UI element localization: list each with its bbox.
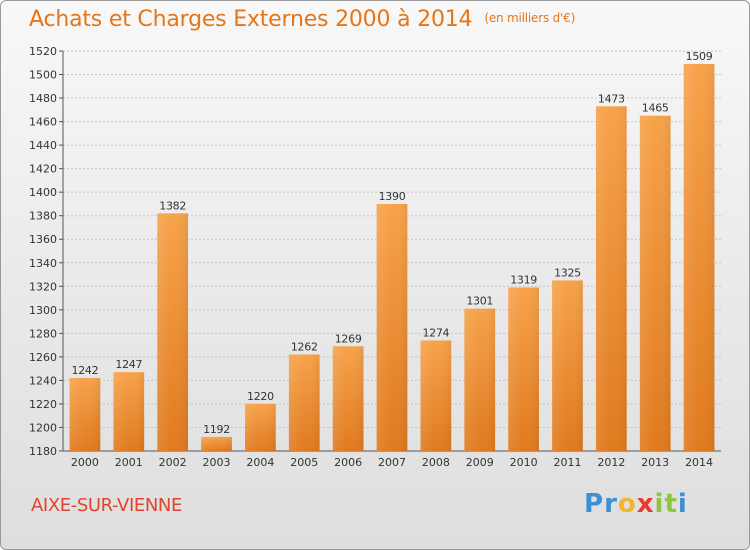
bar-value-label: 1465 [642,102,669,115]
logo-letter: x [636,489,655,519]
bar-value-label: 1390 [379,190,406,203]
bar-shine [157,213,189,451]
x-tick-label: 2002 [159,456,187,469]
x-tick-label: 2003 [203,456,231,469]
bar-shine [69,378,101,451]
bar-shine [420,340,452,451]
x-tick-label: 2006 [334,456,362,469]
y-tick-label: 1500 [29,69,57,82]
bar-shine [683,63,715,452]
logo-letter: r [604,489,618,519]
x-tick-label: 2009 [466,456,494,469]
bar-value-label: 1242 [72,364,99,377]
data-labels: 1242 1247 1382 1192 1220 1262 1269 1390 1274 1301… [72,50,714,436]
bar-value-label: 1473 [598,92,625,105]
y-tick-label: 1400 [29,186,57,199]
y-tick-label: 1200 [29,421,57,434]
y-tick-label: 1420 [29,163,57,176]
logo-letter: o [617,489,637,519]
bar-shine [464,308,496,451]
bar-shine [552,280,583,451]
bar-shine [245,403,276,451]
city-name: AIXE-SUR-VIENNE [31,495,182,516]
bar-shine [595,106,627,451]
x-tick-label: 2007 [378,456,406,469]
bar-value-label: 1509 [686,50,713,63]
bar-value-label: 1382 [159,199,186,212]
chart-subtitle: (en milliers d'€) [484,11,576,25]
proxiti-logo: Proxiti [584,489,688,519]
y-tick-label: 1280 [29,327,57,340]
x-tick-label: 2005 [290,456,318,469]
bar-value-label: 1301 [466,295,493,308]
x-axis: 2000 2001 2002 2003 2004 2005 2006 2007 2008 2009… [71,456,713,469]
y-tick-label: 1360 [29,233,57,246]
y-tick-label: 1220 [29,398,57,411]
bar-value-label: 1192 [203,423,230,436]
logo-letter: i [654,489,665,519]
y-tick-label: 1260 [29,351,57,364]
x-tick-label: 2008 [422,456,450,469]
y-tick-label: 1320 [29,280,57,293]
y-tick-label: 1440 [29,139,57,152]
y-tick-label: 1520 [29,45,57,58]
x-tick-label: 2011 [553,456,581,469]
x-tick-label: 2001 [115,456,143,469]
y-tick-label: 1240 [29,374,57,387]
bars [69,63,715,452]
x-tick-label: 2012 [597,456,625,469]
chart-title: Achats et Charges Externes 2000 à 2014 (e… [29,7,575,32]
logo-letter: t [664,489,678,519]
y-tick-label: 1340 [29,257,57,270]
x-tick-label: 2010 [510,456,538,469]
x-tick-label: 2014 [685,456,713,469]
bar-shine [288,354,320,451]
bar-value-label: 1220 [247,390,274,403]
y-tick-label: 1380 [29,210,57,223]
x-tick-label: 2013 [641,456,669,469]
bar-value-label: 1325 [554,266,581,279]
logo-letter: i [677,489,688,519]
y-tick-label: 1180 [29,445,57,458]
bar-shine [376,203,408,451]
bar-shine [332,346,364,451]
x-tick-label: 2000 [71,456,99,469]
chart-title-text: Achats et Charges Externes 2000 à 2014 [29,7,473,32]
bar-value-label: 1269 [335,332,362,345]
bar-shine [201,436,232,451]
x-tick-label: 2004 [246,456,274,469]
bar-value-label: 1262 [291,341,318,354]
y-tick-label: 1480 [29,92,57,105]
bar-shine [639,115,671,452]
bar-shine [113,372,145,451]
bar-shine [508,287,539,451]
bar-value-label: 1247 [115,358,142,371]
logo-letter: P [584,489,605,519]
y-tick-label: 1300 [29,304,57,317]
bar-value-label: 1319 [510,273,537,286]
bar-value-label: 1274 [422,326,449,339]
y-tick-label: 1460 [29,116,57,129]
